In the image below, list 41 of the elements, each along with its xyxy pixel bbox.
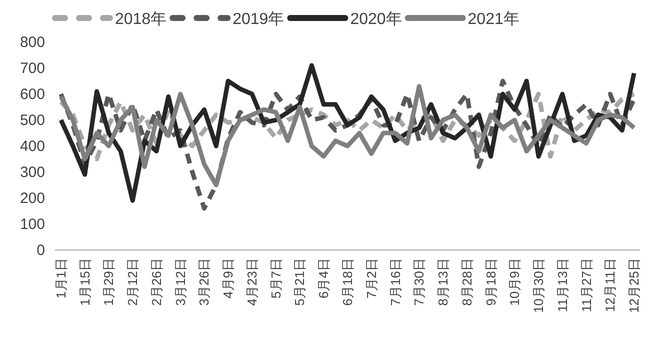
y-tick-label: 0 [36,242,45,259]
y-tick-label: 200 [20,190,45,207]
x-tick-label: 1月29日 [101,258,116,306]
x-tick-label: 5月7日 [268,258,284,298]
x-tick-label: 11月27日 [578,258,594,312]
x-tick-label: 5月21日 [292,258,308,306]
line-series [58,84,636,188]
legend-label: 2018年 [115,11,167,28]
y-tick-label: 600 [20,86,45,103]
x-tick-label: 4月9日 [220,258,236,298]
x-tick-label: 10月9日 [507,258,522,306]
x-tick-label: 12月25日 [626,258,642,313]
x-tick-label: 6月18日 [340,258,355,306]
legend-label: 2020年 [350,11,402,28]
x-tick-label: 3月12日 [172,258,188,306]
y-tick-label: 500 [20,112,45,129]
x-tick-label: 1月1日 [53,258,68,298]
x-tick-label: 3月26日 [196,258,212,306]
x-tick-label: 10月30日 [531,258,546,313]
y-tick-label: 400 [20,138,45,155]
y-tick-label: 700 [20,60,45,77]
y-tick-label: 300 [20,164,45,181]
x-tick-label: 9月18日 [483,258,498,306]
x-tick-label: 7月30日 [412,258,427,306]
legend-label: 2021年 [468,11,520,28]
x-tick-label: 8月28日 [459,258,474,306]
x-tick-label: 11月13日 [554,258,570,312]
x-tick-label: 7月16日 [388,258,403,306]
line-series [58,92,636,162]
x-tick-label: 2月26日 [148,258,164,306]
x-tick-label: 8月13日 [436,258,451,306]
line-series [58,78,636,211]
x-tick-label: 2月12日 [125,258,140,306]
y-tick-label: 100 [20,216,45,233]
x-tick-label: 4月23日 [244,258,260,306]
x-tick-label: 12月11日 [602,258,618,312]
legend-label: 2019年 [232,11,284,28]
x-tick-label: 7月2日 [364,258,379,298]
x-tick-label: 1月15日 [77,258,92,306]
y-tick-label: 800 [20,34,45,51]
x-tick-label: 6月4日 [316,258,332,298]
